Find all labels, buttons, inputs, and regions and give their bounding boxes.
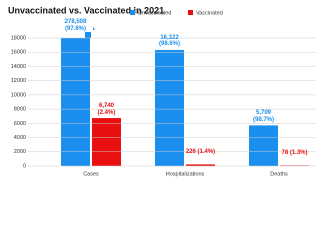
value-label: 226 (1.4%) — [185, 149, 216, 156]
value-label: 78 (1.3%) — [281, 150, 308, 157]
x-tick-label: Hospitalizations — [166, 171, 205, 177]
overflow-arrow-shaft — [85, 30, 91, 38]
legend-swatch — [130, 10, 135, 15]
y-tick-label: 4000 — [14, 135, 26, 141]
value-label: 278,508 (97.6%) — [58, 19, 93, 32]
value-label: 6,740 (2.4%) — [97, 103, 116, 116]
y-tick-label: 12000 — [11, 78, 26, 84]
y-tick-label: 6000 — [14, 121, 26, 127]
y-tick-label: 14000 — [11, 64, 26, 70]
value-label: 5,709 (98.7%) — [252, 110, 274, 123]
bar — [186, 164, 215, 166]
legend-label: Unvaccinated — [138, 10, 171, 16]
bar — [155, 49, 184, 166]
y-tick-label: 8000 — [14, 107, 26, 113]
bar — [249, 125, 278, 166]
chart: Unvaccinated vs. Vaccinated in 2021 0 200… — [8, 5, 316, 177]
y-tick-label: 16000 — [11, 50, 26, 56]
x-tick-label: Cases — [83, 171, 99, 177]
y-tick-label: 0 — [23, 163, 26, 169]
page: Unvaccinated vs. Vaccinated in 2021 0 200… — [8, 5, 316, 178]
legend-swatch — [188, 10, 193, 15]
y-tick-label: 10000 — [11, 92, 26, 98]
x-tick-label: Deaths — [270, 171, 288, 177]
chart-title: Unvaccinated vs. Vaccinated in 2021 — [8, 5, 164, 15]
value-label: 16,322 (98.6%) — [158, 34, 180, 48]
y-tick-label: 18000 — [11, 35, 26, 41]
bar — [92, 118, 121, 166]
bar — [280, 165, 309, 166]
bar — [61, 38, 90, 166]
y-tick-label: 2000 — [14, 149, 26, 155]
legend-label: Vaccinated — [196, 10, 223, 16]
